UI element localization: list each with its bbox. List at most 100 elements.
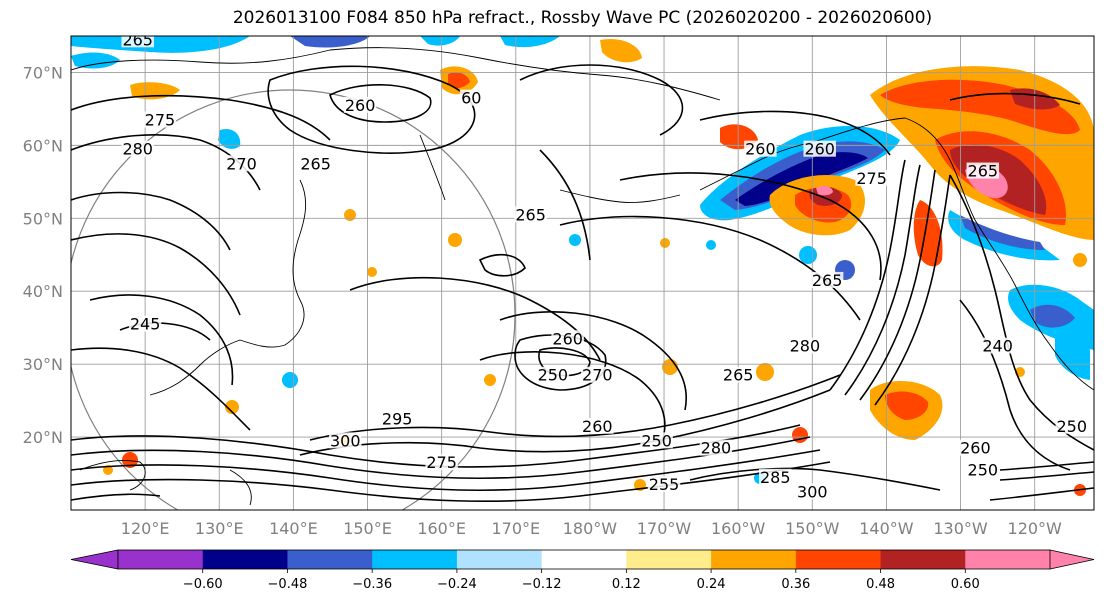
- contour-label: 275: [426, 453, 457, 472]
- contour-label: 295: [382, 409, 413, 428]
- lon-tick-label: 160°W: [711, 519, 766, 538]
- contour-label: 260: [804, 140, 835, 159]
- contour-label-bg: [143, 111, 177, 128]
- contour-label: 265: [122, 30, 153, 49]
- contour-label-bg: [966, 162, 1000, 179]
- plot-frame: [70, 35, 1095, 511]
- lat-tick-label: 20°N: [23, 428, 63, 447]
- colorbar-segment: [118, 550, 204, 569]
- contour-label: 300: [797, 482, 828, 501]
- lon-tick-label: 120°E: [121, 519, 170, 538]
- colorbar-tick-label: 0.48: [866, 577, 895, 592]
- lon-tick-label: 170°E: [491, 519, 540, 538]
- lon-tick-label: 150°W: [785, 519, 840, 538]
- contour-label-bg: [425, 454, 458, 471]
- contour-label-bg: [514, 206, 547, 223]
- contour-label-bg: [966, 461, 1000, 478]
- contour-label: 245: [130, 315, 161, 334]
- colorbar-tick-label: −0.48: [268, 577, 308, 592]
- contour-label-bg: [721, 366, 755, 383]
- colorbar-segment: [795, 550, 882, 569]
- contour-label: 250: [968, 461, 999, 480]
- contour-label: 250: [538, 366, 569, 385]
- contour-label: 255: [649, 475, 680, 494]
- colorbar-tick-label: −0.60: [183, 577, 223, 592]
- latitude-axis-labels: 70°N 60°N 50°N 40°N 30°N 20°N: [23, 63, 63, 447]
- contour-label: 265: [723, 366, 754, 385]
- contour-label-bg: [551, 330, 584, 347]
- contour-label-bg: [581, 417, 614, 434]
- contour-label: 270: [226, 154, 257, 173]
- longitude-axis-labels: 120°E 130°E 140°E 150°E 160°E 170°E 180°W 170°W…: [121, 519, 1062, 538]
- contour-label: 280: [122, 140, 153, 159]
- contour-label-bg: [647, 476, 681, 493]
- colorbar-tick-label: 0.24: [697, 577, 726, 592]
- lon-tick-label: 120°W: [1008, 519, 1063, 538]
- contour-label-bg: [855, 169, 888, 186]
- colorbar-segment: [711, 550, 797, 569]
- lon-tick-label: 130°E: [195, 519, 244, 538]
- contour-label: 260: [960, 439, 991, 458]
- colorbar-tick-label: −0.12: [522, 577, 562, 592]
- contour-label: 275: [856, 169, 887, 188]
- contour-label-bg: [788, 337, 822, 354]
- contour-label: 265: [968, 162, 999, 181]
- colorbar-segment: [965, 550, 1051, 569]
- lon-tick-label: 170°W: [637, 519, 692, 538]
- contour-label: 260: [345, 96, 376, 115]
- lon-tick-label: 140°E: [269, 519, 318, 538]
- contour-label-bg: [981, 337, 1014, 354]
- contour-label-bg: [380, 410, 414, 427]
- lon-tick-label: 150°E: [343, 519, 392, 538]
- contour-label-bg: [959, 439, 992, 456]
- colorbar-tick-label: −0.24: [437, 577, 477, 592]
- contour-label-bg: [329, 432, 362, 449]
- lon-tick-label: 180°W: [563, 519, 618, 538]
- contour-label: 265: [812, 271, 843, 290]
- contour-label: 265: [515, 205, 546, 224]
- contour-label-bg: [744, 140, 777, 157]
- colorbar-extend-max: [1049, 549, 1095, 570]
- lat-tick-label: 40°N: [23, 282, 63, 301]
- lat-tick-label: 60°N: [23, 136, 63, 155]
- contour-label: 270: [582, 366, 613, 385]
- contour-label-bg: [121, 36, 154, 48]
- colorbar-segment: [456, 550, 543, 569]
- contour-label-bg: [225, 155, 258, 172]
- lat-tick-label: 70°N: [23, 63, 63, 82]
- contour-label-bg: [796, 483, 829, 500]
- contour-label-bg: [810, 271, 844, 288]
- contour-label: 260: [552, 329, 583, 348]
- contour-label-bg: [299, 155, 332, 172]
- contour-label-bg: [459, 89, 483, 106]
- colorbar-tick-label: 0.60: [951, 577, 980, 592]
- graticule: [71, 36, 1094, 510]
- contour-label-bg: [128, 315, 162, 332]
- lon-tick-label: 140°W: [859, 519, 914, 538]
- contour-label-bg: [121, 140, 154, 157]
- refractivity-contours: [71, 64, 1094, 503]
- colorbar-segment: [372, 550, 458, 569]
- colorbar-tick-label: 0.12: [612, 577, 641, 592]
- colorbar-segment: [541, 550, 627, 569]
- lon-tick-label: 130°W: [933, 519, 988, 538]
- contour-label: 280: [790, 337, 821, 356]
- contour-label: 300: [330, 431, 361, 450]
- contour-label: 60: [461, 89, 481, 108]
- contour-labels: 265 260 275 280 270 265 60 260 265 245 250 270 260 25…: [121, 30, 1089, 501]
- contour-label-bg: [536, 366, 570, 383]
- contour-label: 260: [745, 140, 776, 159]
- colorbar-tick-label: −0.36: [352, 577, 392, 592]
- contour-label: 250: [1056, 417, 1087, 436]
- contour-label-bg: [699, 439, 733, 456]
- contour-label-bg: [581, 366, 614, 383]
- colorbar-segment: [202, 550, 288, 569]
- contour-label: 240: [982, 337, 1013, 356]
- lat-tick-label: 30°N: [23, 355, 63, 374]
- contour-label-bg: [640, 432, 673, 449]
- colorbar-segment: [287, 550, 373, 569]
- colorbar-segment: [880, 550, 966, 569]
- colorbar-extend-min: [70, 549, 119, 570]
- contour-label: 280: [701, 439, 732, 458]
- contour-label: 260: [582, 417, 613, 436]
